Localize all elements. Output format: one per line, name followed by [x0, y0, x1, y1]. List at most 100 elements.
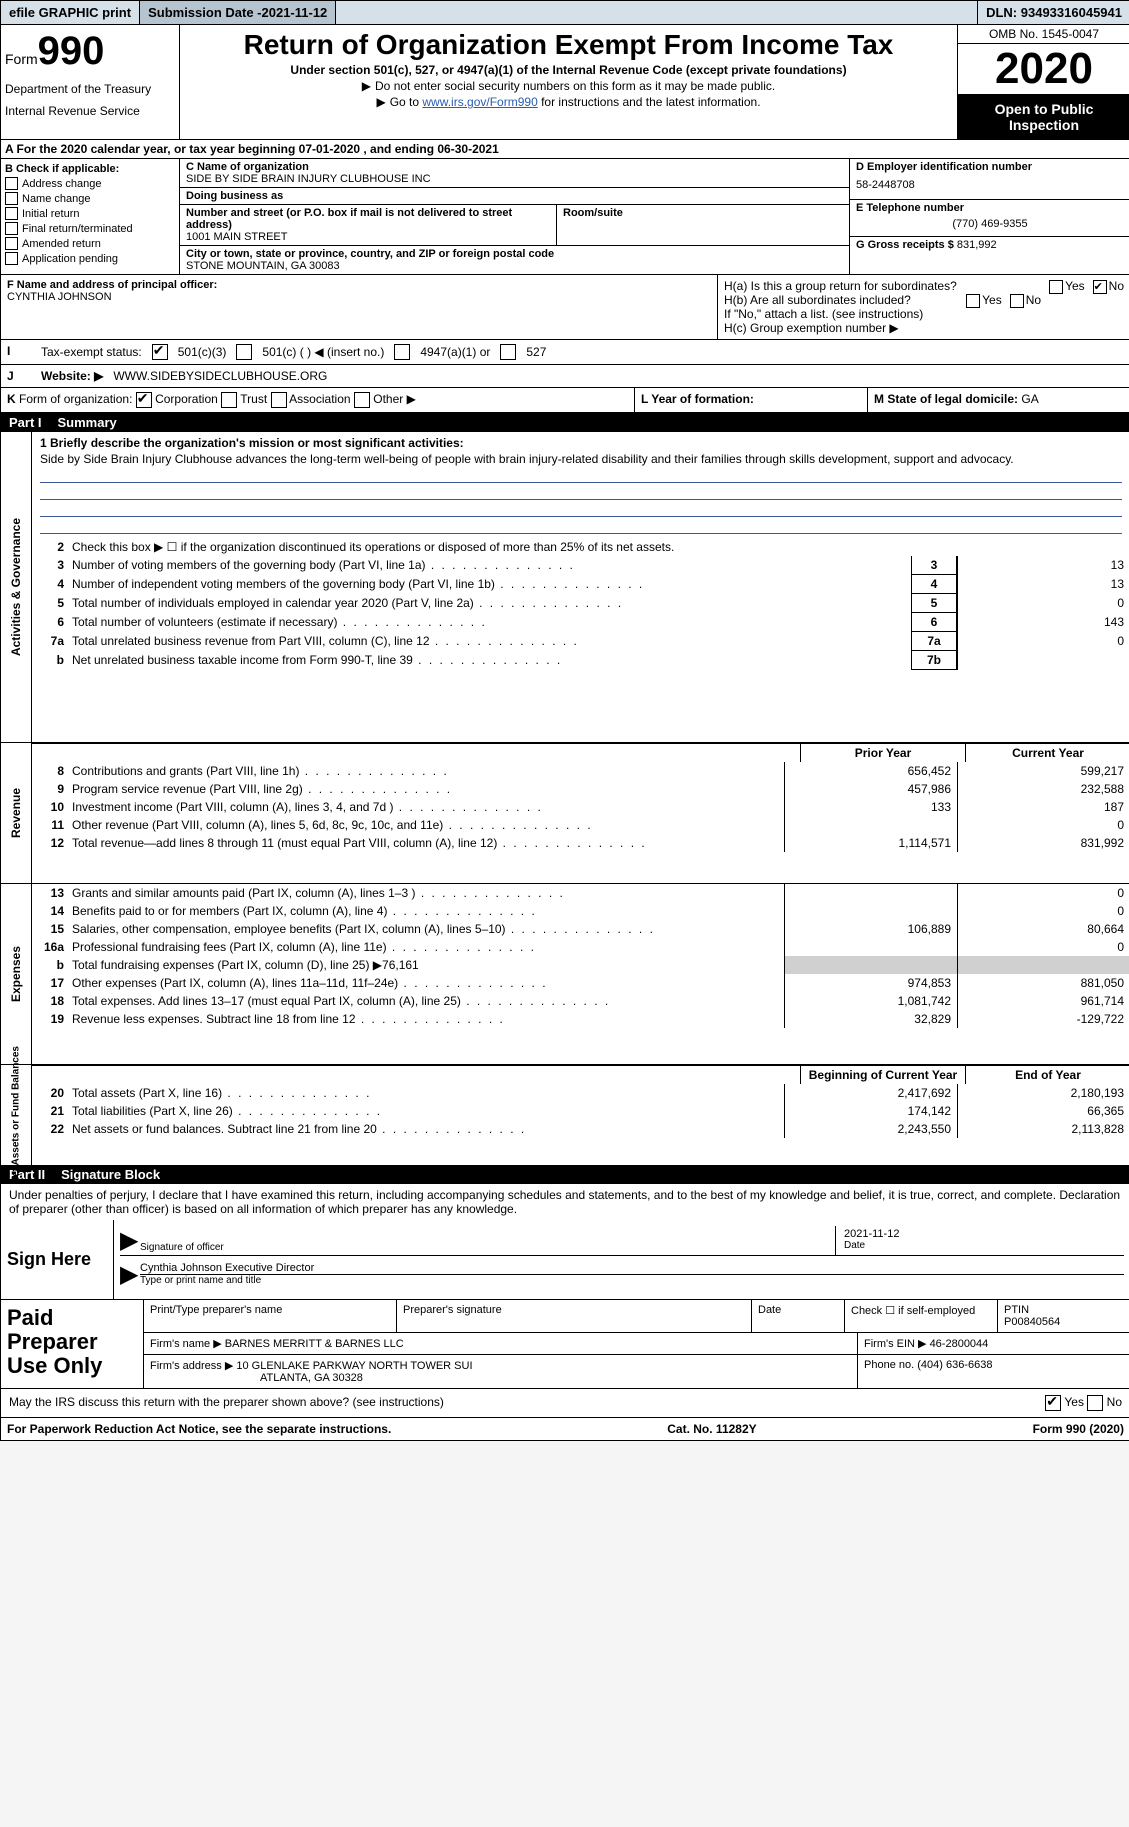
chk-527[interactable]	[500, 344, 516, 360]
rule-line	[40, 468, 1122, 483]
title-block: Return of Organization Exempt From Incom…	[180, 25, 957, 139]
street-label: Number and street (or P.O. box if mail i…	[186, 207, 550, 231]
checkbox-checked-icon[interactable]	[1093, 280, 1107, 294]
discuss-text: May the IRS discuss this return with the…	[9, 1395, 942, 1411]
rot-governance: Activities & Governance	[1, 432, 32, 742]
chk-501c[interactable]	[236, 344, 252, 360]
line-prior-value: 2,243,550	[784, 1120, 957, 1138]
form-word: Form	[5, 51, 38, 67]
box-b-check-applicable: B Check if applicable: Address change Na…	[1, 159, 180, 274]
line-number: 8	[32, 762, 68, 780]
officer-signature-date: 2021-11-12Date	[835, 1226, 1124, 1255]
line-text: Grants and similar amounts paid (Part IX…	[68, 884, 784, 902]
chk-final-return[interactable]: Final return/terminated	[5, 222, 175, 235]
form-header: Form990 Department of the Treasury Inter…	[1, 25, 1129, 140]
line-current-value: 961,714	[957, 992, 1129, 1010]
officer-signature-line: ▶ Signature of officer 2021-11-12Date	[120, 1226, 1124, 1256]
line-current-gray	[957, 956, 1129, 974]
omb-number: OMB No. 1545-0047	[958, 25, 1129, 44]
checkbox-icon[interactable]	[1010, 294, 1024, 308]
line-text: Contributions and grants (Part VIII, lin…	[68, 762, 784, 780]
line-prior-value: 2,417,692	[784, 1084, 957, 1102]
row-m-state: M State of legal domicile: GA	[867, 388, 1129, 412]
chk-trust[interactable]	[221, 392, 237, 408]
line-number: 6	[32, 613, 68, 632]
chk-other[interactable]	[354, 392, 370, 408]
expenses-block: Expenses 13Grants and similar amounts pa…	[1, 883, 1129, 1064]
chk-501c3[interactable]	[152, 344, 168, 360]
chk-discuss-no[interactable]	[1087, 1395, 1103, 1411]
summary-line: 8Contributions and grants (Part VIII, li…	[32, 762, 1129, 780]
line-number: 11	[32, 816, 68, 834]
line-current-value: 0	[957, 884, 1129, 902]
summary-line: 16aProfessional fundraising fees (Part I…	[32, 938, 1129, 956]
chk-discuss-yes[interactable]	[1045, 1395, 1061, 1411]
line-text: Investment income (Part VIII, column (A)…	[68, 798, 784, 816]
line-text: Benefits paid to or for members (Part IX…	[68, 902, 784, 920]
summary-line: 18Total expenses. Add lines 13–17 (must …	[32, 992, 1129, 1010]
chk-corporation[interactable]	[136, 392, 152, 408]
line-text: Check this box ▶ ☐ if the organization d…	[68, 538, 1129, 556]
street-value: 1001 MAIN STREET	[186, 231, 550, 243]
expenses-body: 13Grants and similar amounts paid (Part …	[32, 884, 1129, 1064]
sign-here-fields: ▶ Signature of officer 2021-11-12Date ▶ …	[114, 1220, 1129, 1299]
line-number: 15	[32, 920, 68, 938]
chk-initial-return[interactable]: Initial return	[5, 207, 175, 220]
efile-graphic-print-button[interactable]: efile GRAPHIC print	[1, 1, 140, 24]
arrow-icon: ▶	[120, 1260, 140, 1289]
netassets-col-header: Beginning of Current Year End of Year	[32, 1065, 1129, 1084]
city-label: City or town, state or province, country…	[186, 248, 843, 260]
rule-line	[40, 485, 1122, 500]
row-k-content: K Form of organization: Corporation Trus…	[1, 388, 634, 412]
rot-revenue: Revenue	[1, 743, 32, 883]
chk-4947a1[interactable]	[394, 344, 410, 360]
summary-line: 17Other expenses (Part IX, column (A), l…	[32, 974, 1129, 992]
firm-ein-cell: Firm's EIN ▶ 46-2800044	[858, 1333, 1129, 1354]
line-text: Professional fundraising fees (Part IX, …	[68, 938, 784, 956]
checkbox-icon	[5, 222, 18, 235]
preparer-row-1: Print/Type preparer's name Preparer's si…	[144, 1300, 1129, 1333]
chk-name-change[interactable]: Name change	[5, 192, 175, 205]
box-c-org-info: C Name of organization SIDE BY SIDE BRAI…	[180, 159, 849, 274]
part-ii-header: Part II Signature Block	[1, 1165, 1129, 1184]
line-prior-value: 457,986	[784, 780, 957, 798]
box-d-e-g: D Employer identification number 58-2448…	[849, 159, 1129, 274]
line-number: 20	[32, 1084, 68, 1102]
room-suite-cell: Room/suite	[557, 205, 849, 245]
chk-address-change[interactable]: Address change	[5, 177, 175, 190]
line-text: Total revenue—add lines 8 through 11 (mu…	[68, 834, 784, 852]
chk-application-pending[interactable]: Application pending	[5, 252, 175, 265]
sign-here-block: Sign Here ▶ Signature of officer 2021-11…	[1, 1220, 1129, 1300]
line-prior-value: 32,829	[784, 1010, 957, 1028]
line-current-value: 881,050	[957, 974, 1129, 992]
line-prior-value: 133	[784, 798, 957, 816]
checkbox-icon[interactable]	[966, 294, 980, 308]
city-cell: City or town, state or province, country…	[180, 246, 849, 274]
website-value: WWW.SIDEBYSIDECLUBHOUSE.ORG	[113, 369, 327, 383]
line-number: 12	[32, 834, 68, 852]
summary-block: Activities & Governance 1 Briefly descri…	[1, 432, 1129, 742]
row-i-label: I	[1, 340, 35, 364]
line-number: b	[32, 651, 68, 670]
officer-signature-field[interactable]: Signature of officer	[140, 1226, 835, 1255]
line-text: Program service revenue (Part VIII, line…	[68, 780, 784, 798]
h-b-yesno: YesNo	[958, 293, 1041, 308]
irs-link[interactable]: www.irs.gov/Form990	[422, 95, 537, 109]
current-year-header: Current Year	[965, 744, 1129, 762]
telephone-label: E Telephone number	[856, 202, 1124, 214]
chk-association[interactable]	[271, 392, 287, 408]
line-number: 4	[32, 575, 68, 594]
h-a-line: H(a) Is this a group return for subordin…	[724, 279, 1124, 293]
line-number: 16a	[32, 938, 68, 956]
chk-amended-return[interactable]: Amended return	[5, 237, 175, 250]
line-box-number: 5	[911, 594, 957, 613]
open-to-public: Open to Public Inspection	[958, 95, 1129, 139]
line-current-value: 187	[957, 798, 1129, 816]
checkbox-icon[interactable]	[1049, 280, 1063, 294]
box-b-header: B Check if applicable:	[5, 163, 175, 175]
line-prior-value	[784, 816, 957, 834]
footer-left: For Paperwork Reduction Act Notice, see …	[7, 1422, 391, 1436]
gross-receipts-cell: G Gross receipts $ 831,992	[850, 237, 1129, 253]
summary-line: 4Number of independent voting members of…	[32, 575, 1129, 594]
telephone-cell: E Telephone number (770) 469-9355	[850, 200, 1129, 237]
